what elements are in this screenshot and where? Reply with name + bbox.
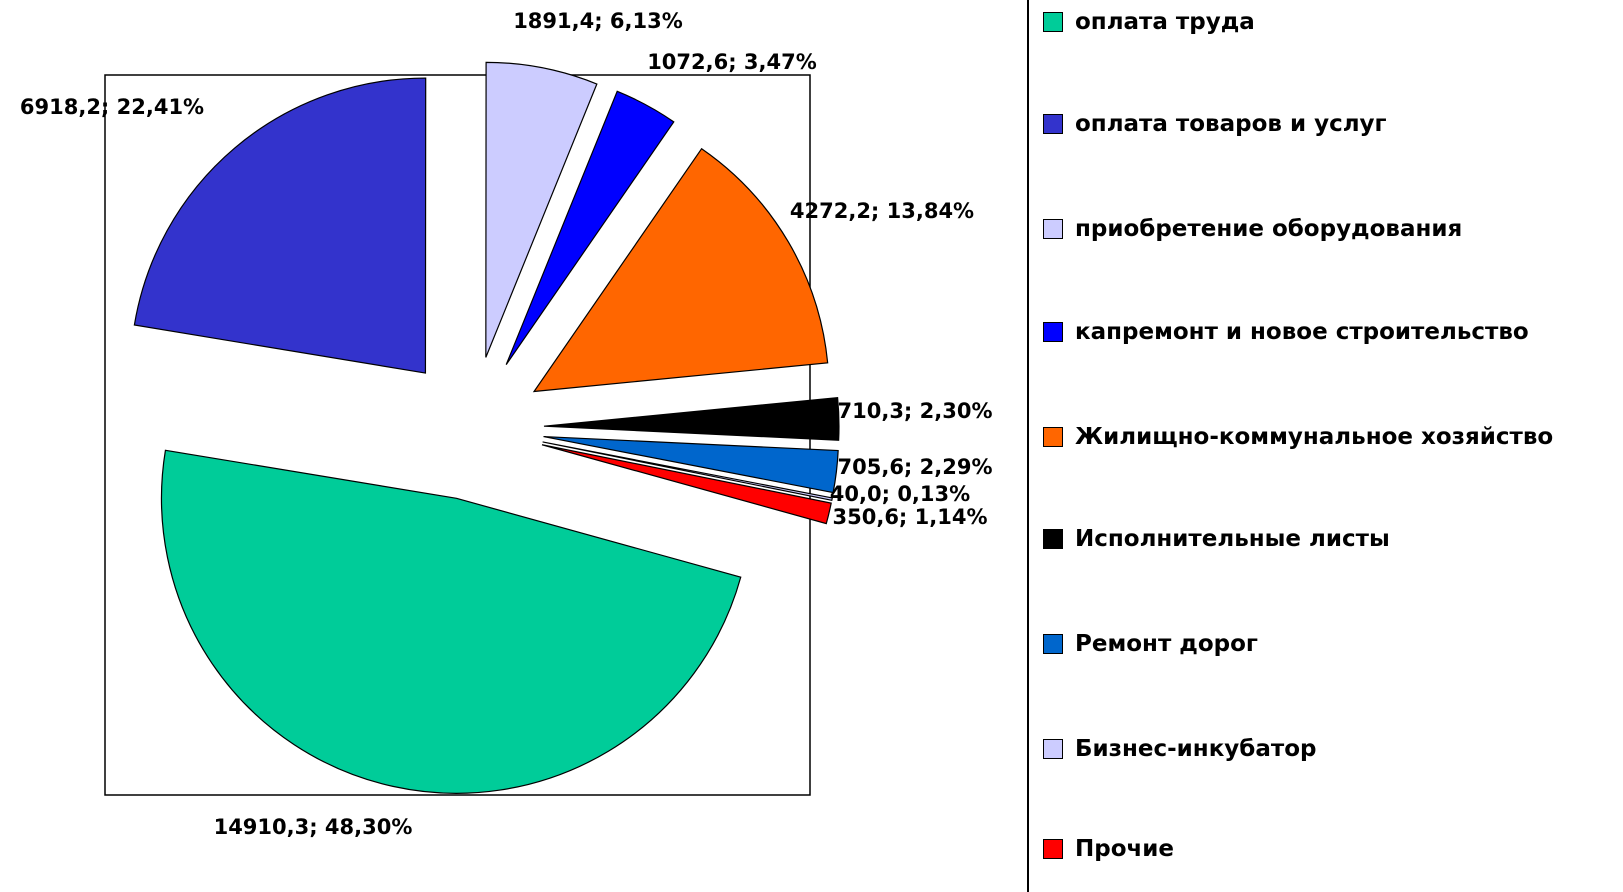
legend-label: Жилищно-коммунальное хозяйство: [1075, 424, 1554, 450]
data-label: 705,6; 2,29%: [838, 455, 993, 479]
legend-label: оплата труда: [1075, 9, 1255, 35]
legend-swatch: [1043, 839, 1063, 859]
legend-label: приобретение оборудования: [1075, 216, 1463, 242]
legend-swatch: [1043, 427, 1063, 447]
legend-item: Жилищно-коммунальное хозяйство: [1043, 415, 1563, 459]
pie-slice: [543, 396, 840, 441]
data-label: 4272,2; 13,84%: [790, 199, 974, 223]
pie-slice: [543, 435, 839, 494]
legend-item: Ремонт дорог: [1043, 622, 1563, 666]
legend-swatch: [1043, 12, 1063, 32]
pie-slice: [532, 147, 829, 393]
legend-swatch: [1043, 739, 1063, 759]
legend-label: оплата товаров и услуг: [1075, 111, 1387, 137]
data-label: 1891,4; 6,13%: [513, 9, 683, 33]
pie-slice: [133, 77, 427, 374]
legend-label: капремонт и новое строительство: [1075, 319, 1529, 345]
pie-slice: [505, 90, 675, 365]
legend-item: Прочие: [1043, 827, 1563, 871]
legend-label: Исполнительные листы: [1075, 526, 1390, 552]
legend-item: Исполнительные листы: [1043, 517, 1563, 561]
pie-slice: [485, 61, 598, 358]
data-label: 1072,6; 3,47%: [647, 50, 817, 74]
legend-swatch: [1043, 529, 1063, 549]
legend-swatch: [1043, 219, 1063, 239]
legend-label: Прочие: [1075, 836, 1175, 862]
data-label: 14910,3; 48,30%: [214, 815, 413, 839]
legend-swatch: [1043, 322, 1063, 342]
pie-slice: [542, 441, 833, 502]
data-label: 710,3; 2,30%: [838, 399, 993, 423]
legend-item: оплата труда: [1043, 0, 1563, 44]
data-label: 6918,2; 22,41%: [20, 95, 204, 119]
legend-item: приобретение оборудования: [1043, 207, 1563, 251]
legend-swatch: [1043, 634, 1063, 654]
data-label: 40,0; 0,13%: [830, 482, 970, 506]
pie-slice: [160, 449, 742, 794]
legend-swatch: [1043, 114, 1063, 134]
data-label: 350,6; 1,14%: [833, 505, 988, 529]
legend-label: Ремонт дорог: [1075, 631, 1258, 657]
legend-item: оплата товаров и услуг: [1043, 102, 1563, 146]
legend-item: капремонт и новое строительство: [1043, 310, 1563, 354]
pie-slice: [541, 444, 832, 525]
legend-item: Бизнес-инкубатор: [1043, 727, 1563, 771]
legend-label: Бизнес-инкубатор: [1075, 736, 1317, 762]
